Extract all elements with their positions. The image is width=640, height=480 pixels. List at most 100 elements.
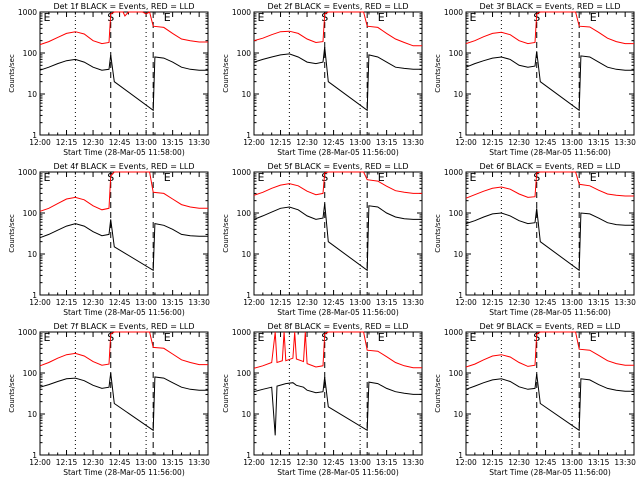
x-tick-label: 13:00 [349, 138, 371, 147]
y-axis-label: Counts/sec [434, 54, 442, 93]
interval-marker-e: E [258, 171, 265, 184]
y-tick-label: 1 [246, 291, 251, 300]
y-tick-label: 10 [27, 90, 37, 99]
x-tick-label: 12:00 [29, 298, 51, 307]
x-tick-label: 12:00 [243, 298, 265, 307]
y-axis-label: Counts/sec [222, 374, 230, 413]
x-axis-label: Start Time (28-Mar-05 11:56:00) [489, 148, 611, 157]
y-tick-label: 100 [237, 369, 252, 378]
interval-marker-e: E [378, 171, 385, 184]
plot-frame [39, 331, 209, 456]
y-axis-label: Counts/sec [222, 54, 230, 93]
x-tick-label: 12:30 [508, 298, 530, 307]
x-tick-label: 12:15 [482, 458, 504, 467]
y-tick-label: 1000 [444, 328, 463, 337]
y-tick-label: 1 [458, 291, 463, 300]
y-tick-label: 10 [241, 410, 251, 419]
y-tick-label: 10 [241, 250, 251, 259]
series-events-black [39, 54, 208, 112]
x-axis-label: Start Time (28-Mar-05 11:56:00) [63, 468, 185, 477]
chart-panel-8: Det 8f BLACK = Events, RED = LLD 1 10 100 10… [222, 322, 424, 477]
x-tick-label: 13:30 [188, 298, 210, 307]
chart-title: Det 5f BLACK = Events, RED = LLD [267, 162, 408, 171]
x-tick-label: 13:00 [135, 298, 157, 307]
series-events-black [253, 203, 422, 272]
x-axis-label: Start Time (28-Mar-05 11:58:00) [63, 148, 185, 157]
chart-title: Det 4f BLACK = Events, RED = LLD [53, 162, 194, 171]
x-tick-label: 13:00 [349, 298, 371, 307]
chart-title: Det 3f BLACK = Events, RED = LLD [479, 2, 620, 11]
x-tick-label: 13:30 [188, 138, 210, 147]
x-tick-label: 12:45 [535, 298, 557, 307]
y-tick-label: 10 [27, 410, 37, 419]
x-tick-label: 13:00 [561, 458, 583, 467]
y-tick-label: 100 [237, 209, 252, 218]
x-tick-label: 12:00 [455, 458, 477, 467]
x-tick-label: 12:15 [56, 458, 78, 467]
x-tick-label: 12:45 [323, 458, 345, 467]
y-axis-label: Counts/sec [8, 214, 16, 253]
x-tick-label: 12:00 [29, 138, 51, 147]
series-events-black [253, 46, 422, 112]
interval-marker-e: E [164, 11, 171, 24]
y-tick-label: 100 [23, 209, 38, 218]
x-tick-label: 13:30 [402, 138, 424, 147]
x-axis-label: Start Time (28-Mar-05 11:56:00) [277, 308, 399, 317]
y-tick-label: 1 [32, 131, 37, 140]
series-lld-red [253, 11, 422, 47]
interval-marker-e: E [470, 11, 477, 24]
chart-title: Det 9f BLACK = Events, RED = LLD [479, 322, 620, 331]
x-tick-label: 12:30 [82, 138, 104, 147]
chart-title: Det 6f BLACK = Events, RED = LLD [479, 162, 620, 171]
chart-title: Det 2f BLACK = Events, RED = LLD [267, 2, 408, 11]
y-tick-label: 100 [449, 369, 464, 378]
y-tick-label: 10 [27, 250, 37, 259]
x-tick-label: 12:45 [535, 458, 557, 467]
interval-marker-e: E [164, 331, 171, 344]
y-tick-label: 1 [246, 131, 251, 140]
x-tick-label: 12:45 [109, 138, 131, 147]
y-tick-label: 100 [23, 49, 38, 58]
x-tick-label: 13:15 [588, 138, 610, 147]
y-axis-label: Counts/sec [434, 374, 442, 413]
y-tick-label: 1 [458, 131, 463, 140]
series-lld-red [39, 171, 208, 212]
x-axis-label: Start Time (28-Mar-05 11:56:00) [489, 308, 611, 317]
x-tick-label: 13:30 [402, 458, 424, 467]
y-tick-label: 1000 [444, 168, 463, 177]
interval-marker-e: E [378, 11, 385, 24]
interval-marker-e: E [590, 171, 597, 184]
y-tick-label: 1 [32, 451, 37, 460]
x-tick-label: 13:15 [162, 298, 184, 307]
chart-panel-4: Det 4f BLACK = Events, RED = LLD 1 10 100 10… [8, 162, 210, 317]
series-events-black [39, 219, 208, 272]
x-tick-label: 13:00 [135, 138, 157, 147]
x-tick-label: 12:30 [296, 458, 318, 467]
series-events-black [465, 51, 634, 112]
y-tick-label: 1000 [18, 328, 37, 337]
x-axis-label: Start Time (28-Mar-05 11:56:00) [63, 308, 185, 317]
y-axis-label: Counts/sec [8, 374, 16, 413]
x-tick-label: 12:45 [109, 458, 131, 467]
y-tick-label: 1000 [232, 328, 251, 337]
x-tick-label: 12:15 [56, 138, 78, 147]
series-lld-red [39, 331, 208, 367]
x-tick-label: 13:15 [162, 458, 184, 467]
interval-marker-e: E [470, 331, 477, 344]
series-lld-red [253, 171, 422, 196]
y-tick-label: 1 [458, 451, 463, 460]
interval-marker-e: E [258, 11, 265, 24]
x-tick-label: 12:30 [82, 298, 104, 307]
chart-panel-1: Det 1f BLACK = Events, RED = LLD 1 10 100 10… [8, 2, 210, 157]
interval-marker-e: E [470, 171, 477, 184]
plot-frame [253, 331, 423, 456]
x-tick-label: 12:15 [270, 298, 292, 307]
x-tick-label: 13:15 [376, 298, 398, 307]
y-tick-label: 100 [237, 49, 252, 58]
plot-frame [253, 11, 423, 136]
x-tick-label: 12:15 [56, 298, 78, 307]
chart-title: Det 8f BLACK = Events, RED = LLD [267, 322, 408, 331]
x-tick-label: 12:45 [109, 298, 131, 307]
chart-title: Det 7f BLACK = Events, RED = LLD [53, 322, 194, 331]
x-tick-label: 13:15 [376, 458, 398, 467]
